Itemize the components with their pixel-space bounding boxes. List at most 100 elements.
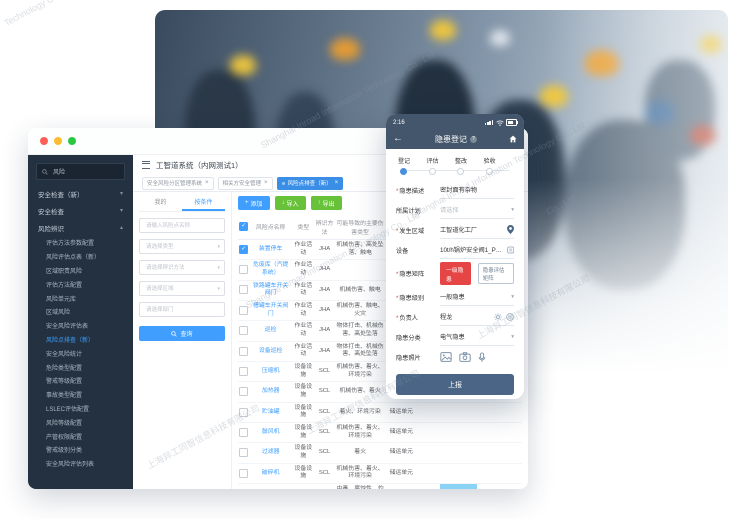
row-checkbox[interactable]	[239, 407, 249, 417]
sidebar-item[interactable]: 事故类型配置	[28, 388, 133, 402]
risk-point-link[interactable]: 槽罐车开关阀门	[252, 303, 289, 317]
sidebar-item[interactable]: 风险单元库	[28, 291, 133, 305]
row-checkbox[interactable]	[239, 387, 249, 397]
row-checkbox[interactable]	[239, 285, 249, 295]
sidebar-item[interactable]: 安全风险评估列表	[28, 457, 133, 471]
filter-field-input[interactable]	[144, 284, 218, 293]
sidebar-item[interactable]: 危险类型配置	[28, 360, 133, 374]
sidebar-item[interactable]: LSLEC评估配置	[28, 402, 133, 416]
device-field[interactable]: 10t/h锅炉安全阀1_P0001	[440, 242, 514, 259]
sidebar-item[interactable]: 安全风险评估表	[28, 319, 133, 333]
chevron-down-icon: ▾	[217, 264, 220, 271]
risk-point-link[interactable]: 危废库（汽提系统）	[252, 262, 289, 277]
zoom-window-icon[interactable]	[68, 137, 76, 145]
mention-at-icon[interactable]: @	[506, 312, 514, 321]
close-window-icon[interactable]	[40, 137, 48, 145]
phone-page-title: 隐患登记	[435, 134, 467, 144]
desc-field[interactable]: 密封面有杂物	[440, 182, 514, 199]
camera-icon[interactable]	[459, 352, 471, 362]
sidebar-item[interactable]: 安全检查（新） ▾	[28, 185, 133, 202]
risk-point-link[interactable]: 贮油罐	[261, 408, 280, 415]
risk-point-link[interactable]: 鼓风机	[261, 428, 280, 435]
workflow-step[interactable]: 评估	[427, 156, 456, 175]
filter-field-input[interactable]	[144, 263, 218, 272]
filter-field-input[interactable]	[144, 242, 218, 251]
select-all-checkbox[interactable]	[239, 222, 249, 231]
sidebar-item[interactable]: 风险点排查（新）	[28, 333, 133, 347]
image-upload-icon[interactable]	[440, 352, 452, 362]
category-select[interactable]: 电气隐患 ▾	[440, 329, 514, 346]
back-arrow-icon[interactable]: ←	[393, 133, 403, 144]
sidebar-item[interactable]: 区域风险	[28, 305, 133, 319]
submit-button[interactable]: 上报	[396, 374, 514, 395]
row-checkbox[interactable]	[239, 326, 249, 336]
gear-icon[interactable]	[494, 312, 502, 321]
hazard-level-button[interactable]: 一级隐患	[440, 262, 471, 285]
matrix-eval-button[interactable]: 隐患评估矩阵	[477, 263, 514, 284]
level-select[interactable]: 一般隐患 ▾	[440, 289, 514, 306]
sidebar-item[interactable]: 安全风险统计	[28, 346, 133, 360]
risk-point-link[interactable]: 装置停车	[258, 245, 283, 252]
sidebar-item[interactable]: 区域职责风险	[28, 264, 133, 278]
sidebar-item[interactable]: 警戒级别分类	[28, 443, 133, 457]
filter-field[interactable]: ▾	[139, 239, 225, 254]
export-button[interactable]: ↑ 导出	[310, 196, 342, 210]
filter-field-input[interactable]	[144, 221, 220, 230]
query-button[interactable]: 查询	[139, 326, 225, 341]
device-list-icon[interactable]	[506, 246, 514, 254]
microphone-icon[interactable]	[478, 351, 486, 363]
plan-select[interactable]: 请选择 ▾	[440, 202, 514, 219]
row-checkbox[interactable]	[239, 427, 249, 437]
filter-field[interactable]: ▾	[139, 281, 225, 296]
minimize-window-icon[interactable]	[54, 137, 62, 145]
area-field[interactable]: 工智道化工厂	[440, 222, 514, 239]
risk-point-link[interactable]: 破碎机	[261, 469, 280, 476]
sidebar-item[interactable]: 安全检查 ▾	[28, 202, 133, 219]
row-checkbox[interactable]	[239, 366, 249, 376]
tab-chip[interactable]: 风险点排查（新）	[276, 176, 344, 190]
sidebar-item[interactable]: 评估方法配置	[28, 277, 133, 291]
sidebar-item[interactable]: 评估方法参数配置	[28, 236, 133, 250]
import-button[interactable]: ↓ 导入	[274, 196, 306, 210]
location-pin-icon[interactable]	[507, 225, 514, 234]
tab-chip[interactable]: 安全风险分区管理系统	[142, 176, 214, 190]
workflow-step[interactable]: 登记	[398, 156, 427, 175]
risk-point-link[interactable]: 铁路罐车开关阀门	[252, 282, 289, 297]
tab-chip[interactable]: 相关方安全管理	[217, 176, 273, 190]
risk-point-link[interactable]: 巡检	[264, 327, 277, 334]
risk-point-link[interactable]: 过滤器	[261, 449, 280, 456]
filter-field[interactable]	[139, 218, 225, 233]
harm-cell: 中毒、腐蚀性、灼烫、火灾、机械伤害、高处坠落、触电	[334, 483, 386, 489]
row-checkbox[interactable]	[239, 346, 249, 356]
hamburger-menu-icon[interactable]	[142, 161, 150, 169]
filter-field[interactable]	[139, 302, 225, 317]
filter-field[interactable]: ▾	[139, 260, 225, 275]
row-checkbox[interactable]	[239, 448, 249, 458]
sidebar-item[interactable]: 风险辨识 ▴	[28, 219, 133, 236]
sidebar-item[interactable]: 警戒等级配置	[28, 374, 133, 388]
method-cell: JHA	[314, 239, 335, 261]
sidebar-search-input[interactable]	[51, 167, 119, 176]
filter-field-input[interactable]	[144, 305, 220, 314]
filter-tab[interactable]: 按条件	[182, 196, 225, 211]
sidebar-item[interactable]: 风险等级配置	[28, 415, 133, 429]
risk-point-link[interactable]: 压缩机	[261, 367, 280, 374]
help-badge-icon[interactable]: ?	[470, 135, 477, 143]
filter-tab[interactable]: 我的	[154, 200, 167, 206]
risk-point-link[interactable]: 加热器	[261, 388, 280, 395]
sidebar-item[interactable]: 产管权限配置	[28, 429, 133, 443]
workflow-step[interactable]: 整改	[455, 156, 484, 175]
row-checkbox[interactable]	[239, 244, 249, 254]
row-checkbox[interactable]	[239, 305, 249, 315]
sidebar-search[interactable]	[36, 163, 125, 180]
row-checkbox[interactable]	[239, 468, 249, 478]
sidebar-item[interactable]: 风险评估点表（新）	[28, 250, 133, 264]
add-button[interactable]: + 添加	[238, 196, 270, 210]
workflow-step[interactable]: 验收	[484, 156, 513, 175]
inherent-risk-cell	[439, 422, 459, 444]
risk-point-link[interactable]: 设备巡检	[258, 347, 283, 354]
home-icon[interactable]	[509, 135, 517, 143]
owner-field[interactable]: 程龙 @	[440, 309, 514, 326]
row-checkbox[interactable]	[239, 265, 249, 275]
area-cell: 储运单元	[385, 402, 417, 424]
